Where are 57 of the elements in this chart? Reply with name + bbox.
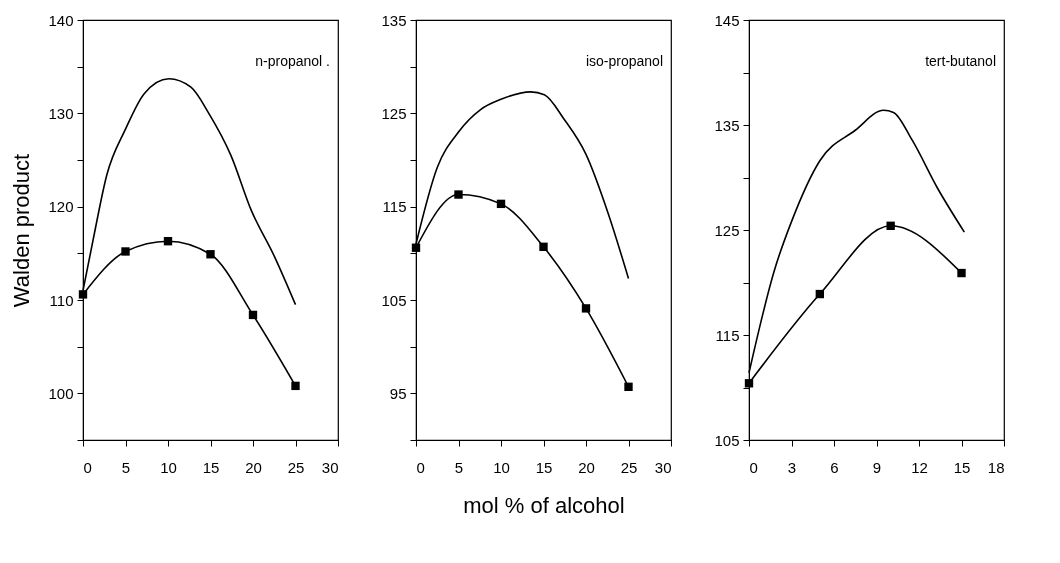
x-tick-label: 20 bbox=[578, 458, 595, 476]
point bbox=[624, 382, 633, 391]
y-tick-label: 100 bbox=[48, 384, 74, 402]
annotation: iso-propanol bbox=[585, 53, 663, 69]
point bbox=[957, 268, 966, 278]
point bbox=[121, 247, 130, 256]
x-tick-label: 3 bbox=[787, 458, 797, 476]
x-tick-label: 15 bbox=[535, 458, 553, 476]
y-tick-label: 135 bbox=[714, 116, 740, 134]
x-tick-label: 30 bbox=[654, 458, 672, 476]
point bbox=[248, 310, 258, 320]
x-tick-label: 0 bbox=[83, 458, 92, 476]
y-tick-label: 110 bbox=[49, 291, 74, 309]
y-tick-label: 125 bbox=[714, 221, 740, 239]
x-tick-label: 30 bbox=[321, 458, 339, 476]
y-tick-label: 130 bbox=[48, 104, 74, 122]
y-tick-label: 125 bbox=[381, 104, 407, 122]
y-tick-label: 145 bbox=[714, 11, 740, 29]
x-tick-label: 6 bbox=[830, 458, 839, 476]
x-tick-label: 25 bbox=[620, 458, 638, 476]
point bbox=[886, 221, 895, 230]
annotation: tert-butanol bbox=[925, 53, 996, 69]
point bbox=[454, 190, 463, 199]
x-tick-label: 25 bbox=[287, 458, 305, 476]
y-tick-label: 140 bbox=[48, 11, 74, 29]
annotation: n-propanol . bbox=[255, 53, 330, 69]
y-tick-label: 120 bbox=[48, 198, 74, 216]
point bbox=[163, 237, 173, 246]
point bbox=[815, 289, 825, 299]
x-tick-label: 12 bbox=[911, 458, 928, 476]
y-tick-label: 135 bbox=[381, 11, 407, 29]
point bbox=[411, 243, 421, 252]
y-axis-title: Walden product bbox=[9, 153, 35, 308]
point bbox=[78, 290, 88, 299]
point bbox=[744, 379, 754, 388]
y-tick-label: 115 bbox=[715, 326, 740, 344]
point bbox=[539, 242, 548, 251]
point bbox=[291, 381, 300, 391]
x-tick-label: 15 bbox=[202, 458, 220, 476]
y-tick-label: 95 bbox=[389, 384, 407, 402]
x-axis-title: mol % of alcohol bbox=[463, 492, 625, 518]
y-tick-label: 115 bbox=[382, 198, 407, 216]
x-tick-label: 5 bbox=[454, 458, 464, 476]
x-tick-label: 18 bbox=[987, 458, 1005, 476]
point bbox=[206, 250, 215, 259]
x-tick-label: 5 bbox=[121, 458, 131, 476]
y-tick-label: 105 bbox=[381, 291, 407, 309]
x-tick-label: 10 bbox=[493, 458, 510, 476]
y-tick-label: 105 bbox=[714, 431, 740, 449]
point bbox=[496, 199, 506, 209]
x-tick-label: 20 bbox=[245, 458, 262, 476]
x-tick-label: 9 bbox=[872, 458, 882, 476]
x-tick-label: 0 bbox=[749, 458, 758, 476]
point bbox=[581, 304, 591, 313]
x-tick-label: 15 bbox=[953, 458, 971, 476]
x-tick-label: 10 bbox=[160, 458, 177, 476]
x-tick-label: 0 bbox=[416, 458, 425, 476]
